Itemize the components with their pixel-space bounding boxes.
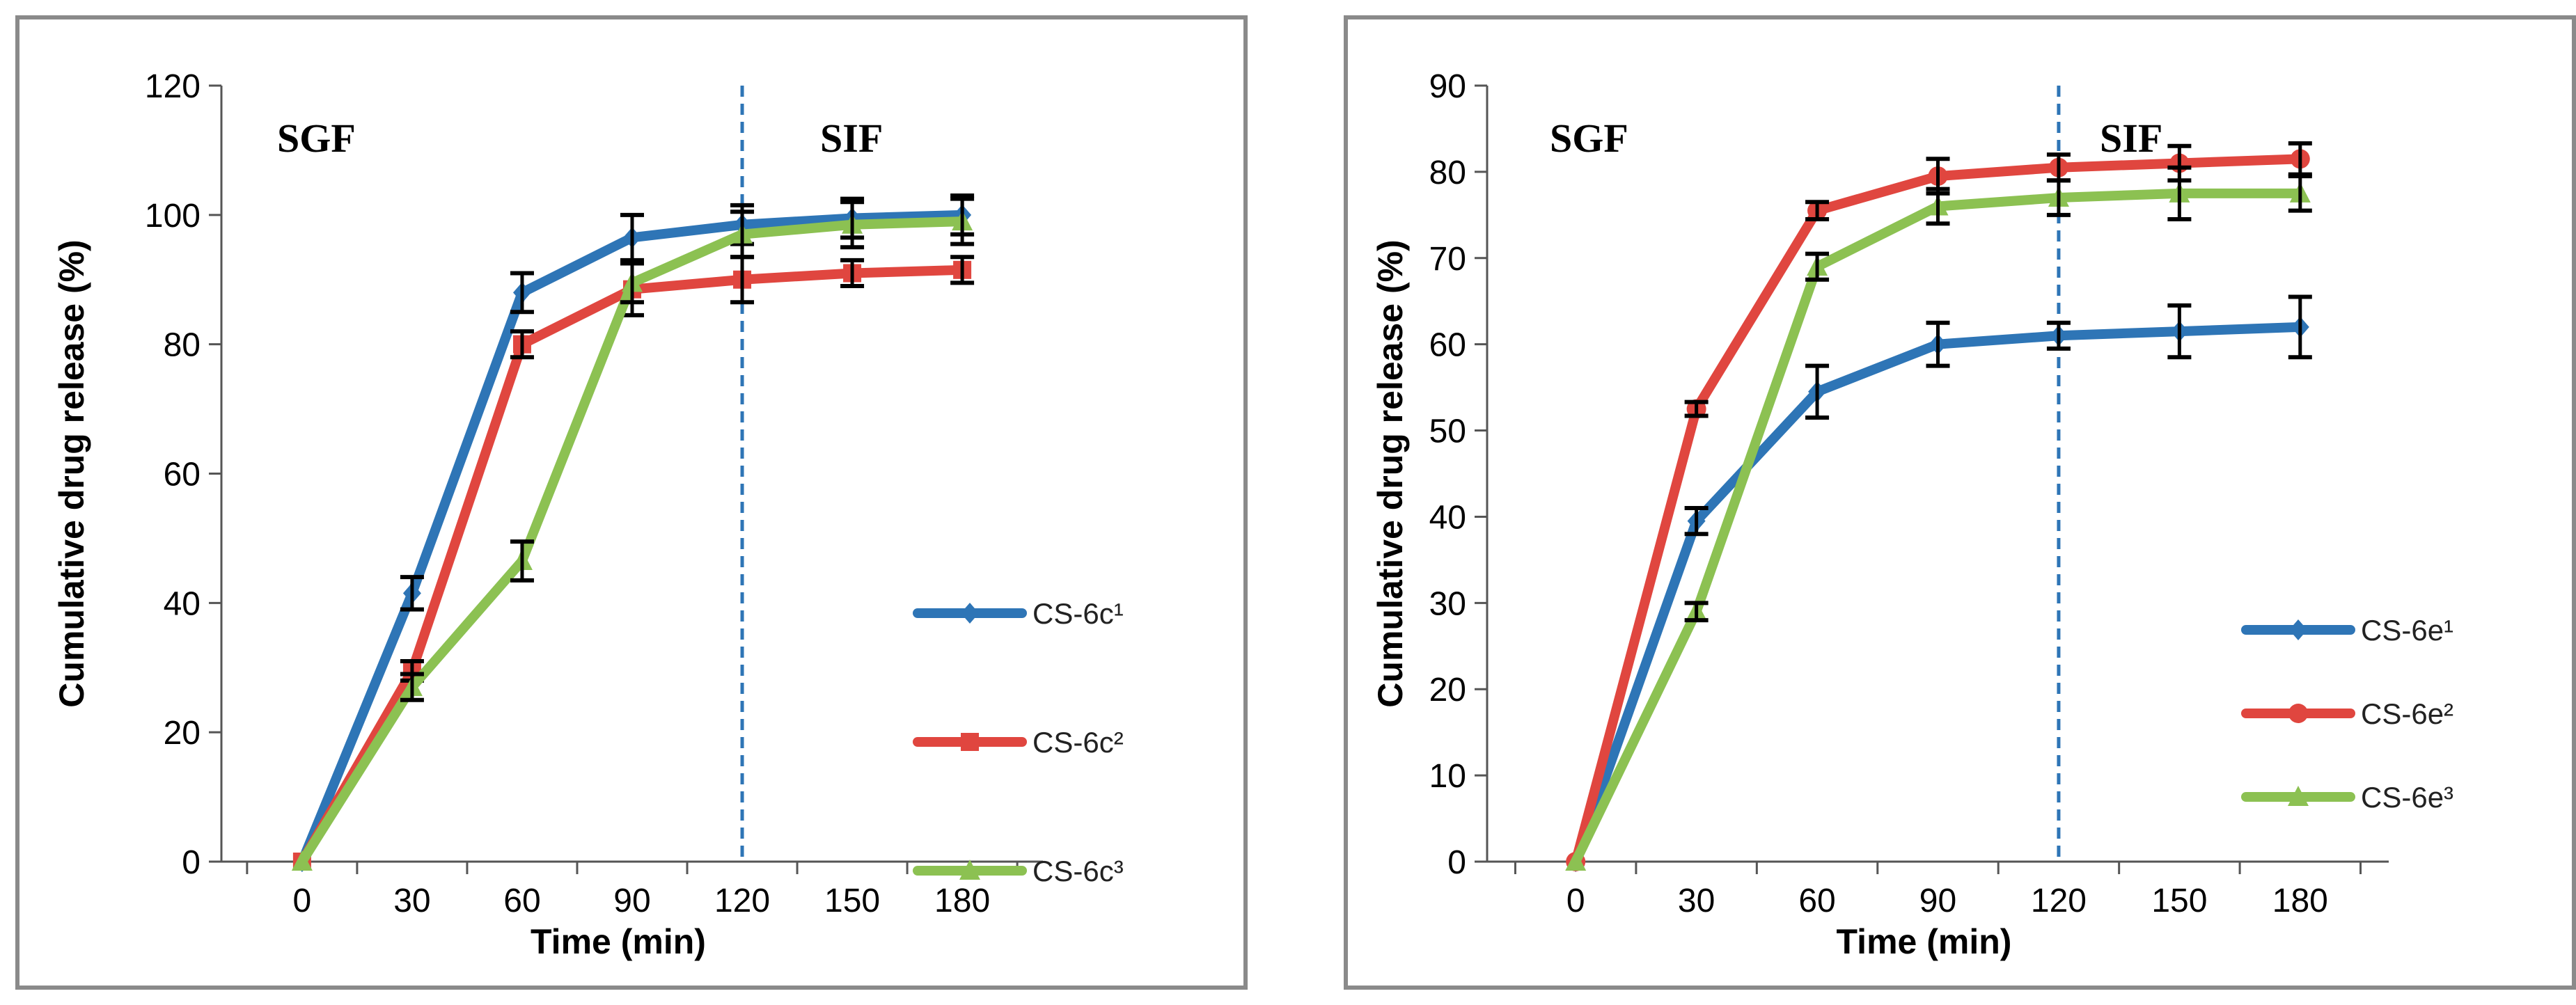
release-chart-cs-6c: 0 20 40 60 80 100 120 0 30 60 90 120 150 180 Time (min… [52, 68, 1124, 961]
error-bar [840, 258, 865, 289]
series-2 [1566, 141, 2312, 871]
series-3 [1565, 165, 2312, 871]
error-bar [2046, 178, 2071, 217]
y-axis-title: Cumulative drug release (%) [1371, 239, 1410, 707]
error-bar [510, 539, 534, 583]
y-tick-label: 10 [1429, 758, 1466, 795]
error-bar [840, 200, 865, 250]
y-tick-label: 120 [145, 68, 201, 105]
y-tick-label: 0 [182, 844, 201, 881]
y-tick-label: 80 [1429, 155, 1466, 191]
error-bar [730, 209, 755, 260]
x-axis-title: Time (min) [1837, 922, 2012, 961]
x-tick-label: 0 [1566, 883, 1585, 919]
error-bar [1684, 601, 1709, 623]
x-tick-label: 90 [1919, 883, 1956, 919]
chart-panel-right: 0 10 20 30 40 50 60 70 80 90 0 30 60 90 120 150 180 Time … [1344, 15, 2576, 990]
x-tick-label: 30 [1678, 883, 1715, 919]
legend-label: CS-6e² [2361, 697, 2453, 730]
series-3 [291, 196, 975, 871]
x-tick-label: 30 [393, 883, 430, 919]
series-line [1571, 322, 2305, 866]
y-tick-label: 70 [1429, 241, 1466, 278]
x-tick-label: 60 [1798, 883, 1835, 919]
y-tick-label: 20 [164, 715, 201, 752]
legend-marker [961, 603, 979, 624]
x-tick-label: 150 [2151, 883, 2207, 919]
series-line [1571, 154, 2305, 866]
error-bar [1926, 187, 1950, 226]
legend-label: CS-6e¹ [2361, 614, 2453, 647]
y-tick-label: 90 [1429, 68, 1466, 105]
legend-marker [2288, 704, 2308, 723]
legend-marker [959, 860, 980, 880]
error-bar [400, 672, 424, 702]
y-tick-label: 40 [164, 585, 201, 622]
legend-marker [2289, 619, 2307, 640]
y-tick-label: 30 [1429, 585, 1466, 622]
legend-item: CS-6c² [913, 726, 1124, 759]
error-bar [510, 271, 534, 315]
legend-item: CS-6c³ [913, 855, 1124, 887]
series-2 [292, 255, 975, 871]
legend-label: CS-6c¹ [1032, 597, 1124, 630]
error-bar [1805, 251, 1830, 282]
error-bar [950, 255, 975, 285]
error-bar [510, 329, 534, 360]
legend-item: CS-6e³ [2241, 781, 2453, 814]
phase-label-sif: SIF [2100, 116, 2162, 161]
y-tick-label: 60 [164, 457, 201, 493]
legend-item: CS-6c¹ [913, 597, 1124, 630]
x-tick-label: 60 [503, 883, 540, 919]
error-bar [1684, 399, 1709, 418]
y-tick-label: 60 [1429, 327, 1466, 364]
series-line [297, 264, 968, 866]
y-axis-title: Cumulative drug release (%) [52, 239, 91, 707]
x-tick-label: 180 [2272, 883, 2328, 919]
y-tick-label: 0 [1447, 844, 1466, 881]
error-bar [2288, 174, 2312, 213]
x-tick-label: 90 [613, 883, 650, 919]
legend-item: CS-6e² [2241, 697, 2453, 730]
release-chart-cs-6e: 0 10 20 30 40 50 60 70 80 90 0 30 60 90 120 150 180 Time … [1371, 68, 2453, 961]
phase-label-sgf: SGF [277, 116, 356, 161]
error-bar [620, 212, 644, 262]
error-bar [400, 575, 424, 612]
error-bar [950, 196, 975, 246]
x-tick-label: 150 [824, 883, 880, 919]
x-axis-title: Time (min) [531, 922, 706, 961]
error-bar [620, 261, 644, 305]
error-bar [2046, 320, 2071, 351]
data-point [291, 850, 313, 871]
x-tick-label: 180 [934, 883, 990, 919]
series-1 [1566, 294, 2312, 872]
legend-label: CS-6e³ [2361, 781, 2453, 814]
legend-marker [961, 733, 979, 751]
chart-panel-left: 0 20 40 60 80 100 120 0 30 60 90 120 150 180 Time (min… [15, 15, 1248, 990]
y-tick-label: 40 [1429, 499, 1466, 536]
error-bar [1684, 506, 1709, 537]
legend-label: CS-6c² [1032, 726, 1124, 759]
y-tick-label: 50 [1429, 413, 1466, 450]
x-tick-label: 0 [293, 883, 312, 919]
error-bar [1926, 320, 1950, 368]
phase-label-sif: SIF [820, 116, 883, 161]
error-bar [1805, 200, 1830, 222]
phase-label-sgf: SGF [1550, 116, 1628, 161]
y-tick-label: 100 [145, 198, 201, 235]
error-bar [2288, 294, 2312, 360]
series-line [297, 216, 968, 866]
legend-label: CS-6c³ [1032, 855, 1124, 887]
data-point [1565, 850, 1587, 871]
x-tick-label: 120 [2031, 883, 2087, 919]
error-bar [2167, 303, 2192, 360]
y-tick-label: 20 [1429, 672, 1466, 709]
error-bar [2167, 165, 2192, 222]
legend-item: CS-6e¹ [2241, 614, 2453, 647]
y-tick-label: 80 [164, 327, 201, 364]
series-line [1571, 188, 2305, 866]
legend-marker [2288, 786, 2309, 806]
error-bar [1805, 363, 1830, 420]
x-tick-label: 120 [714, 883, 770, 919]
